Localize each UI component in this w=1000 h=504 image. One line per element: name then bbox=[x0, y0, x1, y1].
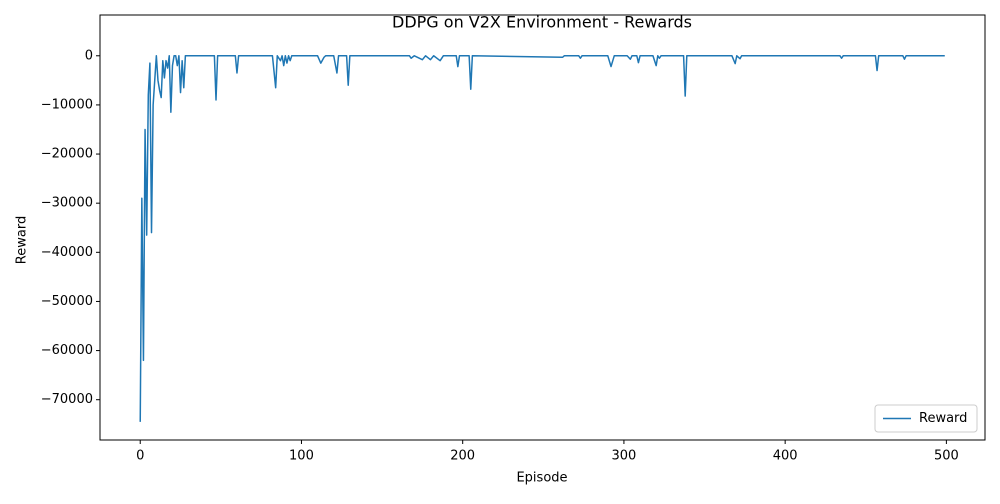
y-tick-label: −50000 bbox=[41, 294, 93, 309]
y-tick-label: −60000 bbox=[41, 343, 93, 358]
x-tick-label: 400 bbox=[773, 449, 798, 464]
y-tick-label: −70000 bbox=[41, 392, 93, 407]
x-tick-label: 500 bbox=[934, 449, 959, 464]
y-axis-label: Reward bbox=[15, 216, 30, 264]
y-tick-label: 0 bbox=[85, 48, 93, 63]
y-tick-label: −30000 bbox=[41, 196, 93, 211]
y-tick-label: −10000 bbox=[41, 97, 93, 112]
legend-label: Reward bbox=[919, 411, 967, 426]
line-series bbox=[139, 55, 945, 422]
y-tick-label: −20000 bbox=[41, 147, 93, 162]
legend-box bbox=[874, 404, 978, 433]
y-tick-label: −40000 bbox=[41, 245, 93, 260]
x-tick-label: 300 bbox=[612, 449, 637, 464]
plot-frame bbox=[99, 14, 986, 441]
x-tick-label: 0 bbox=[136, 449, 144, 464]
x-tick-label: 100 bbox=[289, 449, 314, 464]
chart-title: DDPG on V2X Environment - Rewards bbox=[392, 13, 692, 32]
x-tick-label: 200 bbox=[450, 449, 475, 464]
x-axis-label: Episode bbox=[516, 471, 567, 486]
